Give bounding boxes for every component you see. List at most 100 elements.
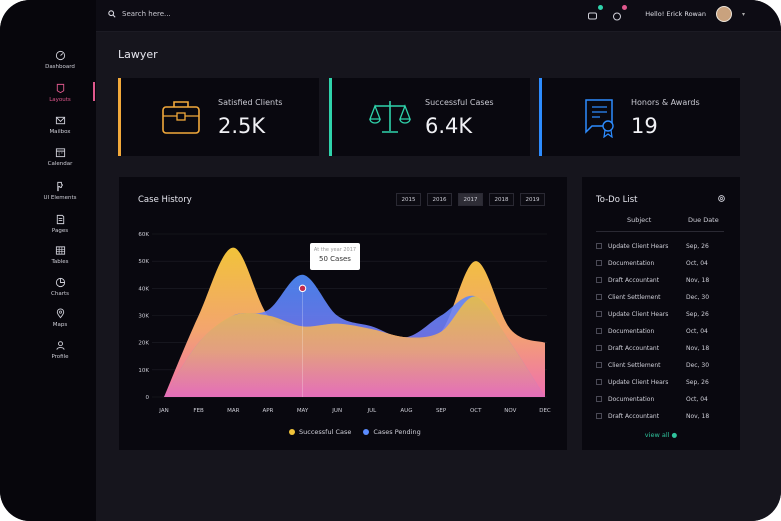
sidebar: Dashboard Layouts Mailbox Calendar UI El… (0, 0, 96, 521)
sidebar-item-layouts[interactable]: Layouts (26, 81, 94, 103)
todo-row[interactable]: Draft Accountant Nov, 18 (596, 342, 726, 354)
year-button-2015[interactable]: 2015 (396, 193, 421, 206)
x-tick-label: AUG (400, 408, 412, 414)
x-tick-label: APR (262, 408, 273, 414)
todo-due-date: Sep, 26 (686, 242, 709, 250)
sidebar-item-calendar[interactable]: Calendar (26, 145, 94, 167)
messages-button[interactable] (587, 5, 604, 21)
stat-card-honors-awards: Honors & Awards 19 (539, 78, 740, 156)
todo-row[interactable]: Documentation Oct, 04 (596, 325, 726, 337)
todo-checkbox[interactable] (596, 243, 602, 249)
legend-item-cases-pending[interactable]: Cases Pending (363, 428, 421, 436)
year-button-2017[interactable]: 2017 (458, 193, 483, 206)
sidebar-item-dashboard[interactable]: Dashboard (26, 48, 94, 70)
avatar[interactable] (715, 6, 732, 22)
sidebar-item-maps[interactable]: Maps (26, 306, 94, 328)
todo-checkbox[interactable] (596, 413, 602, 419)
gear-icon[interactable] (717, 194, 726, 203)
todo-due-date: Oct, 04 (686, 259, 708, 267)
legend-label: Successful Case (299, 428, 352, 436)
todo-due-date: Dec, 30 (686, 361, 710, 369)
sidebar-item-profile[interactable]: Profile (26, 338, 94, 360)
x-tick-label: NOV (504, 408, 516, 414)
y-tick-label: 50K (138, 259, 149, 265)
sidebar-item-label: Pages (51, 228, 69, 234)
todo-checkbox[interactable] (596, 345, 602, 351)
y-tick-label: 10K (138, 368, 149, 374)
sidebar-item-tables[interactable]: Tables (26, 243, 94, 265)
year-button-2016[interactable]: 2016 (427, 193, 452, 206)
case-history-chart[interactable]: 0 10K 20K 30K 40K 50K 60K JAN FEB MAR APR MAY JUN JUL… (119, 217, 567, 417)
y-tick-label: 60K (138, 232, 149, 238)
todo-subject: Client Settlement (608, 361, 661, 369)
puzzle-icon (56, 181, 63, 191)
todo-subject: Client Settlement (608, 293, 661, 301)
sidebar-item-label: Dashboard (45, 64, 75, 70)
sidebar-item-label: Mailbox (49, 129, 71, 135)
todo-row[interactable]: Update Client Hears Sep, 26 (596, 240, 726, 252)
todo-due-date: Sep, 26 (686, 378, 709, 386)
x-tick-label: JUN (331, 408, 342, 414)
notification-dot (622, 5, 628, 10)
notification-dot (598, 5, 604, 10)
todo-subject: Documentation (608, 327, 655, 335)
sidebar-item-charts[interactable]: Charts (26, 275, 94, 297)
stat-value: 19 (631, 114, 658, 138)
legend-item-successful-case[interactable]: Successful Case (289, 428, 351, 436)
todo-row[interactable]: Draft Accountant Nov, 18 (596, 410, 726, 422)
legend-swatch (363, 429, 370, 435)
x-tick-label: MAR (227, 408, 240, 414)
view-all-link[interactable]: view all ● (644, 431, 678, 439)
todo-row[interactable]: Draft Accountant Nov, 18 (596, 274, 726, 286)
search-box[interactable]: Search here... (108, 10, 171, 18)
todo-subject: Documentation (608, 395, 655, 403)
stat-label: Successful Cases (425, 98, 494, 107)
tooltip-caption: At the year 2017 (313, 247, 357, 253)
series-area-overlap (164, 296, 545, 397)
todo-checkbox[interactable] (596, 311, 602, 317)
todo-checkbox[interactable] (596, 277, 602, 283)
stat-card-successful-cases: Successful Cases 6.4K (329, 78, 530, 156)
notifications-button[interactable] (611, 5, 628, 21)
todo-checkbox[interactable] (596, 396, 602, 402)
chat-icon (588, 12, 598, 20)
x-tick-label: JUL (366, 408, 377, 414)
x-tick-label: OCT (470, 408, 482, 414)
todo-subject: Update Client Hears (608, 242, 669, 250)
todo-row[interactable]: Client Settlement Dec, 30 (596, 291, 726, 303)
todo-row[interactable]: Update Client Hears Sep, 26 (596, 308, 726, 320)
todo-row[interactable]: Documentation Oct, 04 (596, 393, 726, 405)
todo-row[interactable]: Update Client Hears Sep, 26 (596, 376, 726, 388)
todo-row[interactable]: Documentation Oct, 04 (596, 257, 726, 269)
sidebar-item-ui-elements[interactable]: UI Elements (26, 179, 94, 201)
todo-checkbox[interactable] (596, 328, 602, 334)
x-tick-label: FEB (193, 408, 204, 414)
todo-due-date: Nov, 18 (686, 276, 710, 284)
todo-row[interactable]: Client Settlement Dec, 30 (596, 359, 726, 371)
year-button-2019[interactable]: 2019 (520, 193, 545, 206)
stat-label: Honors & Awards (631, 98, 700, 107)
year-button-2018[interactable]: 2018 (489, 193, 514, 206)
sidebar-item-label: Tables (51, 259, 69, 265)
todo-subject: Draft Accountant (608, 412, 660, 420)
todo-due-date: Sep, 26 (686, 310, 709, 318)
search-icon (108, 10, 116, 18)
todo-checkbox[interactable] (596, 294, 602, 300)
x-tick-label: DEC (539, 408, 551, 414)
sidebar-item-pages[interactable]: Pages (26, 212, 94, 234)
chart-title: Case History (138, 195, 192, 205)
todo-due-date: Oct, 04 (686, 327, 708, 335)
todo-checkbox[interactable] (596, 379, 602, 385)
chevron-down-icon[interactable]: ▾ (741, 10, 745, 18)
todo-checkbox[interactable] (596, 362, 602, 368)
mail-icon (55, 116, 65, 124)
todo-subject: Documentation (608, 259, 655, 267)
todo-due-date: Nov, 18 (686, 344, 710, 352)
todo-subject: Draft Accountant (608, 276, 660, 284)
search-input[interactable]: Search here... (122, 10, 171, 18)
pie-chart-icon (55, 277, 65, 287)
tooltip-marker[interactable] (298, 284, 307, 293)
todo-checkbox[interactable] (596, 260, 602, 266)
sidebar-item-mailbox[interactable]: Mailbox (26, 113, 94, 135)
